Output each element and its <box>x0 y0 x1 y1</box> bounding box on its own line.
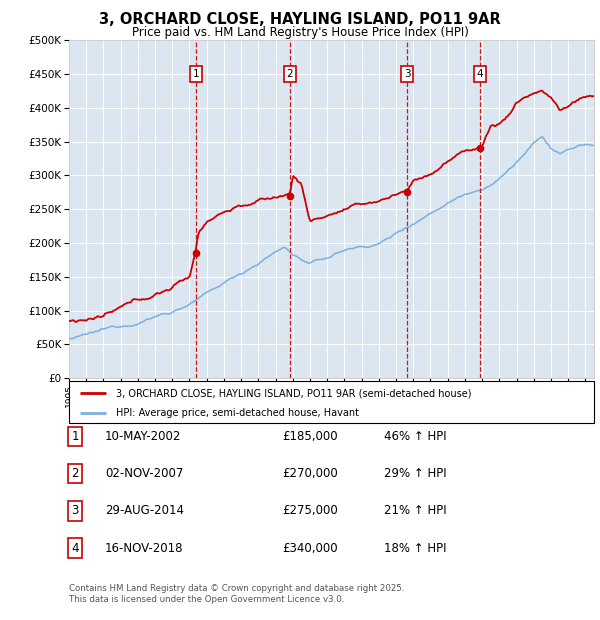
Text: 1: 1 <box>193 69 199 79</box>
Text: 29% ↑ HPI: 29% ↑ HPI <box>384 467 446 480</box>
Text: 2: 2 <box>71 467 79 480</box>
Text: Price paid vs. HM Land Registry's House Price Index (HPI): Price paid vs. HM Land Registry's House … <box>131 26 469 39</box>
Text: 1: 1 <box>71 430 79 443</box>
Text: 4: 4 <box>71 542 79 554</box>
Text: 4: 4 <box>477 69 484 79</box>
Text: 29-AUG-2014: 29-AUG-2014 <box>105 505 184 517</box>
Text: 18% ↑ HPI: 18% ↑ HPI <box>384 542 446 554</box>
Text: £185,000: £185,000 <box>282 430 338 443</box>
FancyBboxPatch shape <box>69 381 594 423</box>
Text: £340,000: £340,000 <box>282 542 338 554</box>
Text: 02-NOV-2007: 02-NOV-2007 <box>105 467 184 480</box>
Text: 3: 3 <box>71 505 79 517</box>
Text: 3, ORCHARD CLOSE, HAYLING ISLAND, PO11 9AR: 3, ORCHARD CLOSE, HAYLING ISLAND, PO11 9… <box>99 12 501 27</box>
Text: 10-MAY-2002: 10-MAY-2002 <box>105 430 181 443</box>
Text: This data is licensed under the Open Government Licence v3.0.: This data is licensed under the Open Gov… <box>69 595 344 604</box>
Text: 3: 3 <box>404 69 411 79</box>
Text: HPI: Average price, semi-detached house, Havant: HPI: Average price, semi-detached house,… <box>116 408 359 418</box>
Text: £270,000: £270,000 <box>282 467 338 480</box>
Text: 2: 2 <box>287 69 293 79</box>
Text: 46% ↑ HPI: 46% ↑ HPI <box>384 430 446 443</box>
Text: Contains HM Land Registry data © Crown copyright and database right 2025.: Contains HM Land Registry data © Crown c… <box>69 584 404 593</box>
Text: 16-NOV-2018: 16-NOV-2018 <box>105 542 184 554</box>
Text: 3, ORCHARD CLOSE, HAYLING ISLAND, PO11 9AR (semi-detached house): 3, ORCHARD CLOSE, HAYLING ISLAND, PO11 9… <box>116 388 472 398</box>
Text: £275,000: £275,000 <box>282 505 338 517</box>
Text: 21% ↑ HPI: 21% ↑ HPI <box>384 505 446 517</box>
